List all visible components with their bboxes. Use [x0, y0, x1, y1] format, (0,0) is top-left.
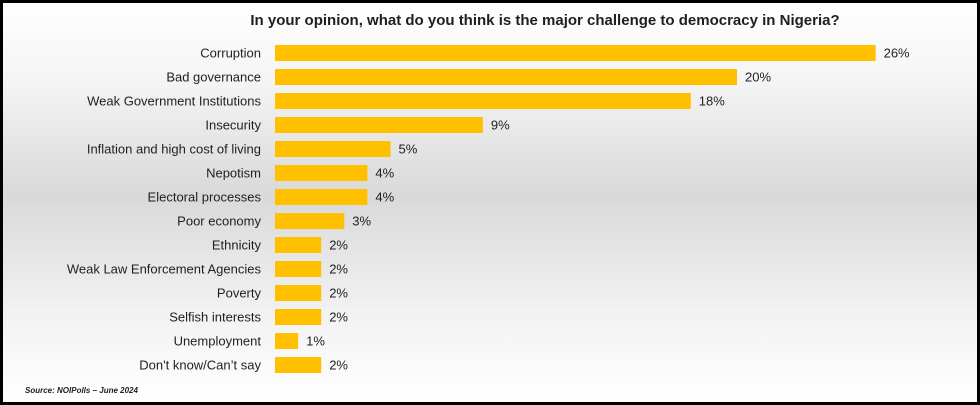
category-label: Corruption	[200, 46, 261, 61]
value-label: 1%	[306, 334, 325, 349]
category-label: Insecurity	[205, 118, 261, 133]
category-label: Nepotism	[206, 166, 261, 181]
value-label: 20%	[745, 70, 771, 85]
category-label: Ethnicity	[212, 238, 262, 253]
category-label: Weak Law Enforcement Agencies	[67, 262, 262, 277]
bar	[275, 261, 322, 277]
bar	[275, 333, 299, 349]
bar	[275, 141, 391, 157]
bar	[275, 93, 691, 109]
category-label: Electoral processes	[148, 190, 262, 205]
value-label: 9%	[491, 118, 510, 133]
category-label: Poverty	[217, 286, 262, 301]
bar	[275, 45, 876, 61]
bar	[275, 117, 483, 133]
category-label: Poor economy	[177, 214, 261, 229]
chart-frame: In your opinion, what do you think is th…	[3, 3, 977, 402]
value-label: 26%	[884, 46, 910, 61]
category-label: Don't know/Can’t say	[139, 358, 261, 373]
bar	[275, 285, 322, 301]
value-label: 4%	[375, 166, 394, 181]
bar	[275, 165, 368, 181]
bar	[275, 237, 322, 253]
bar-chart: Corruption 26% Bad governance 20% Weak Gover…	[67, 45, 910, 373]
category-label: Weak Government Institutions	[87, 94, 261, 109]
source-note: Source: NOIPolls – June 2024	[25, 386, 138, 395]
value-label: 4%	[375, 190, 394, 205]
category-label: Bad governance	[166, 70, 261, 85]
value-label: 2%	[329, 262, 348, 277]
bar	[275, 213, 345, 229]
category-label: Inflation and high cost of living	[87, 142, 261, 157]
bar	[275, 309, 322, 325]
category-label: Unemployment	[174, 334, 262, 349]
value-label: 2%	[329, 286, 348, 301]
value-label: 2%	[329, 238, 348, 253]
bar	[275, 69, 737, 85]
bar	[275, 189, 368, 205]
value-label: 3%	[352, 214, 371, 229]
value-label: 5%	[399, 142, 418, 157]
category-label: Selfish interests	[169, 310, 261, 325]
value-label: 2%	[329, 358, 348, 373]
chart-title: In your opinion, what do you think is th…	[250, 12, 840, 29]
value-label: 2%	[329, 310, 348, 325]
value-label: 18%	[699, 94, 725, 109]
bar	[275, 357, 322, 373]
